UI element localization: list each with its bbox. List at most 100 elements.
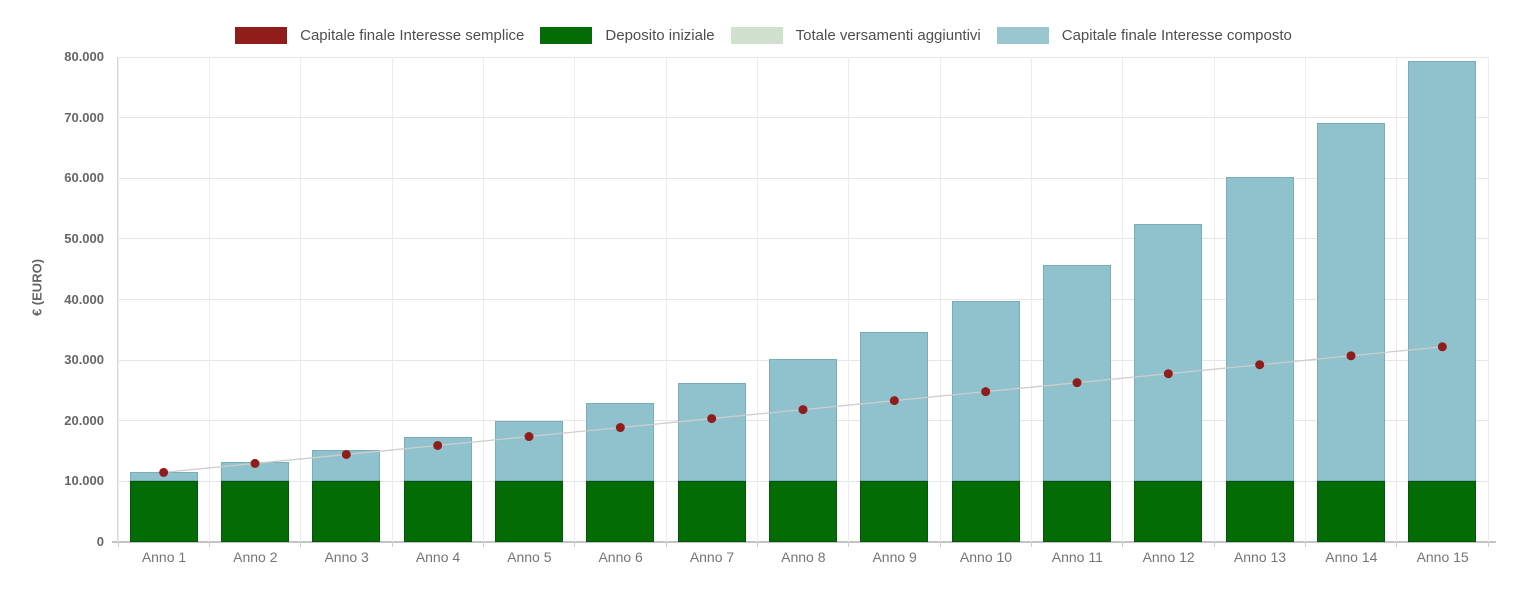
simple-interest-point[interactable] — [1255, 360, 1265, 370]
x-axis-tick — [574, 542, 576, 547]
bar-segment-interesse-composto[interactable] — [1408, 61, 1477, 482]
bar-segment-deposito-iniziale[interactable] — [1317, 481, 1385, 542]
bar-segment-deposito-iniziale[interactable] — [1225, 481, 1294, 542]
simple-interest-point[interactable] — [981, 387, 991, 397]
v-gridline — [1030, 57, 1032, 542]
simple-interest-point[interactable] — [433, 440, 443, 450]
bar-segment-deposito-iniziale[interactable] — [677, 481, 746, 542]
v-gridline — [1396, 57, 1398, 542]
v-gridline — [756, 57, 758, 542]
simple-interest-series — [159, 342, 1447, 477]
x-axis-label: Anno 10 — [959, 549, 1013, 565]
bar-segment-interesse-composto[interactable] — [860, 332, 929, 482]
legend-label: Deposito iniziale — [605, 27, 715, 44]
legend-item[interactable]: Capitale finale Interesse composto — [996, 27, 1292, 44]
bar-segment-interesse-composto[interactable] — [1317, 123, 1385, 482]
x-axis-label: Anno 5 — [507, 549, 552, 565]
legend-swatch — [235, 27, 288, 44]
x-axis-label: Anno 14 — [1325, 549, 1378, 565]
simple-interest-point[interactable] — [1163, 369, 1173, 379]
bar-segment-interesse-composto[interactable] — [1134, 224, 1203, 482]
bar-segment-deposito-iniziale[interactable] — [860, 481, 929, 542]
x-axis-label: Anno 9 — [872, 549, 917, 565]
bar-segment-interesse-composto[interactable] — [1043, 265, 1111, 482]
simple-interest-point[interactable] — [798, 405, 808, 415]
legend-item[interactable]: Totale versamenti aggiuntivi — [730, 27, 981, 44]
simple-interest-point[interactable] — [159, 467, 169, 477]
x-axis-tick — [1396, 542, 1398, 547]
simple-interest-point[interactable] — [1437, 342, 1447, 352]
y-axis-label: 80.000 — [64, 49, 104, 64]
v-gridline — [1213, 57, 1215, 542]
bar-segment-interesse-composto[interactable] — [495, 421, 563, 482]
x-axis-label: Anno 6 — [598, 549, 643, 565]
bar-segment-interesse-composto[interactable] — [677, 382, 746, 482]
legend-item[interactable]: Capitale finale Interesse semplice — [235, 27, 524, 44]
bar-segment-interesse-composto[interactable] — [586, 403, 655, 482]
x-axis-tick — [391, 542, 393, 547]
simple-interest-point[interactable] — [1346, 351, 1356, 361]
v-gridline — [482, 57, 484, 542]
x-axis-label: Anno 15 — [1416, 549, 1469, 565]
bar-segment-deposito-iniziale[interactable] — [769, 481, 837, 542]
y-axis-label: 30.000 — [64, 352, 104, 368]
legend-item[interactable]: Deposito iniziale — [540, 27, 715, 44]
v-gridline — [117, 57, 119, 542]
legend-swatch — [540, 27, 593, 44]
x-axis-label: Anno 13 — [1233, 549, 1287, 565]
v-gridline — [1304, 57, 1306, 542]
simple-interest-point[interactable] — [1072, 378, 1082, 388]
x-axis-tick — [848, 542, 850, 547]
x-axis-tick — [300, 542, 302, 547]
simple-interest-point[interactable] — [524, 432, 534, 442]
simple-interest-point[interactable] — [615, 423, 625, 433]
x-axis-label: Anno 4 — [415, 549, 461, 565]
bar-segment-deposito-iniziale[interactable] — [495, 481, 563, 542]
y-axis-label: 50.000 — [64, 230, 104, 246]
x-axis-tick — [482, 542, 484, 547]
v-gridline — [391, 57, 393, 542]
h-gridline — [118, 299, 1488, 300]
y-axis-label: 70.000 — [64, 109, 104, 125]
x-axis-tick — [665, 542, 667, 547]
legend-swatch — [730, 27, 783, 44]
bar-segment-interesse-composto[interactable] — [769, 359, 837, 482]
bar-segment-interesse-composto[interactable] — [1225, 177, 1294, 482]
plot-area: Anno 1 Anno 2 Anno 3 Anno 4 Anno 5 Anno 6 Anno… — [117, 56, 1489, 565]
x-axis-tick — [117, 542, 119, 547]
bar-segment-deposito-iniziale[interactable] — [586, 481, 655, 542]
h-gridline — [118, 238, 1488, 240]
bar-segment-deposito-iniziale[interactable] — [129, 481, 198, 542]
simple-interest-point[interactable] — [889, 396, 899, 406]
v-gridline — [1122, 57, 1124, 542]
v-gridline — [300, 57, 302, 542]
x-axis-tick — [1122, 542, 1124, 547]
bar-segment-deposito-iniziale[interactable] — [1134, 481, 1203, 542]
x-axis-label: Anno 3 — [324, 549, 369, 565]
legend-label: Capitale finale Interesse composto — [1061, 27, 1292, 44]
legend-swatch — [996, 27, 1049, 44]
x-axis-label: Anno 12 — [1142, 549, 1195, 565]
bar-segment-deposito-iniziale[interactable] — [221, 481, 289, 542]
h-gridline — [118, 117, 1488, 119]
bar-segment-deposito-iniziale[interactable] — [951, 481, 1020, 542]
v-gridline — [665, 57, 667, 542]
x-axis-label: Anno 8 — [781, 549, 826, 565]
v-gridline — [1487, 57, 1489, 542]
simple-interest-point[interactable] — [250, 458, 260, 468]
v-gridline — [208, 57, 210, 542]
h-gridline — [118, 177, 1488, 179]
x-axis-tick — [1487, 542, 1489, 547]
simple-interest-point[interactable] — [707, 414, 717, 424]
simple-interest-point[interactable] — [341, 449, 351, 459]
bar-segment-deposito-iniziale[interactable] — [1043, 481, 1111, 542]
x-axis-label: Anno 7 — [689, 549, 735, 565]
bar-segment-deposito-iniziale[interactable] — [403, 481, 472, 542]
x-axis-tick — [756, 542, 758, 547]
x-axis-tick — [1213, 542, 1215, 547]
x-axis-tick — [1030, 542, 1032, 547]
bar-segment-deposito-iniziale[interactable] — [1408, 481, 1477, 542]
x-axis-tick — [1304, 542, 1306, 547]
bar-segment-deposito-iniziale[interactable] — [312, 481, 381, 542]
